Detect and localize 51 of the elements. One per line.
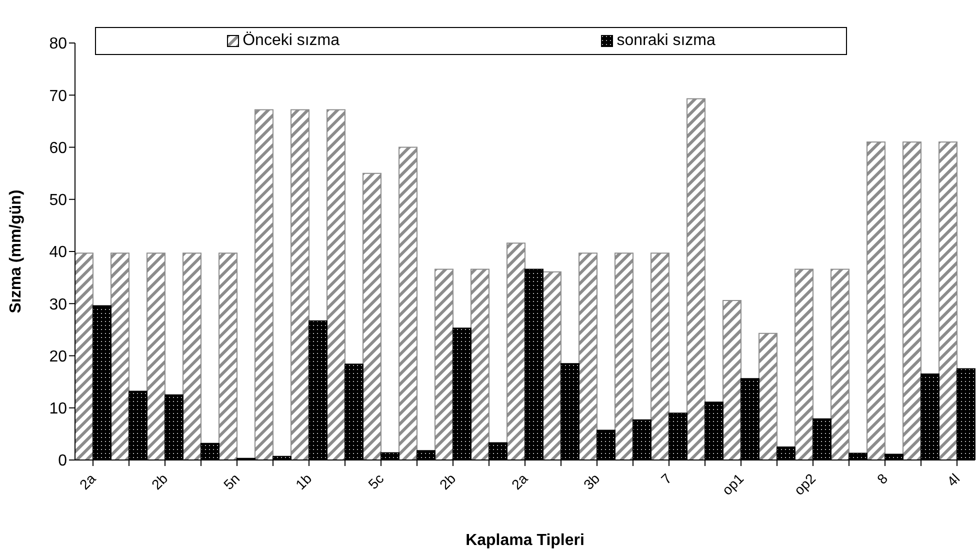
bar xyxy=(686,98,706,460)
bar xyxy=(74,252,94,460)
legend-label: sonraki sızma xyxy=(616,32,716,50)
bar xyxy=(434,268,454,460)
bar xyxy=(326,109,346,460)
x-tick-label: op2 xyxy=(790,470,819,498)
x-tick-label: 3b xyxy=(580,470,603,493)
bar xyxy=(758,332,778,460)
bar xyxy=(398,146,418,460)
bar xyxy=(182,252,202,460)
y-tick-label: 60 xyxy=(49,140,68,157)
x-tick-label: op1 xyxy=(718,470,747,498)
bar xyxy=(362,172,382,460)
bar xyxy=(110,252,130,460)
bar xyxy=(614,252,634,460)
x-tick-label: 2b xyxy=(148,470,171,493)
bar xyxy=(866,142,886,460)
x-tick-label: 2a xyxy=(508,470,531,493)
x-axis-title: Kaplama Tipleri xyxy=(466,532,584,549)
y-tick-label: 30 xyxy=(49,296,68,314)
bar xyxy=(938,142,958,460)
x-tick-label: 5n xyxy=(220,470,243,493)
bar xyxy=(290,109,310,460)
bar xyxy=(254,109,274,460)
bar xyxy=(218,252,238,460)
y-tick-label: 0 xyxy=(58,452,68,470)
y-axis-title: Sızma (mm/gün) xyxy=(8,190,25,314)
bar xyxy=(794,268,814,460)
y-tick-label: 10 xyxy=(49,400,68,418)
bar xyxy=(506,242,526,460)
x-tick-label: 7 xyxy=(658,470,675,488)
bar xyxy=(902,142,922,460)
x-tick-label: 2a xyxy=(76,470,99,493)
x-tick-label: 8 xyxy=(874,470,891,488)
x-tick-label: 5c xyxy=(364,470,387,492)
bar xyxy=(470,268,490,460)
legend-label: Önceki sızma xyxy=(242,32,340,50)
x-tick-label: 2b xyxy=(436,470,459,493)
x-tick-label: 4l xyxy=(944,470,963,490)
bar xyxy=(830,268,850,460)
bar xyxy=(722,300,742,460)
bar xyxy=(578,252,598,460)
bar xyxy=(650,252,670,460)
bar xyxy=(146,252,166,460)
y-tick-label: 20 xyxy=(49,348,68,366)
x-tick-label: 1b xyxy=(292,470,315,493)
y-tick-label: 40 xyxy=(49,244,68,262)
y-tick-label: 50 xyxy=(49,192,68,210)
y-tick-label: 70 xyxy=(49,88,68,105)
bar xyxy=(542,271,562,460)
y-tick-label: 80 xyxy=(49,36,68,53)
